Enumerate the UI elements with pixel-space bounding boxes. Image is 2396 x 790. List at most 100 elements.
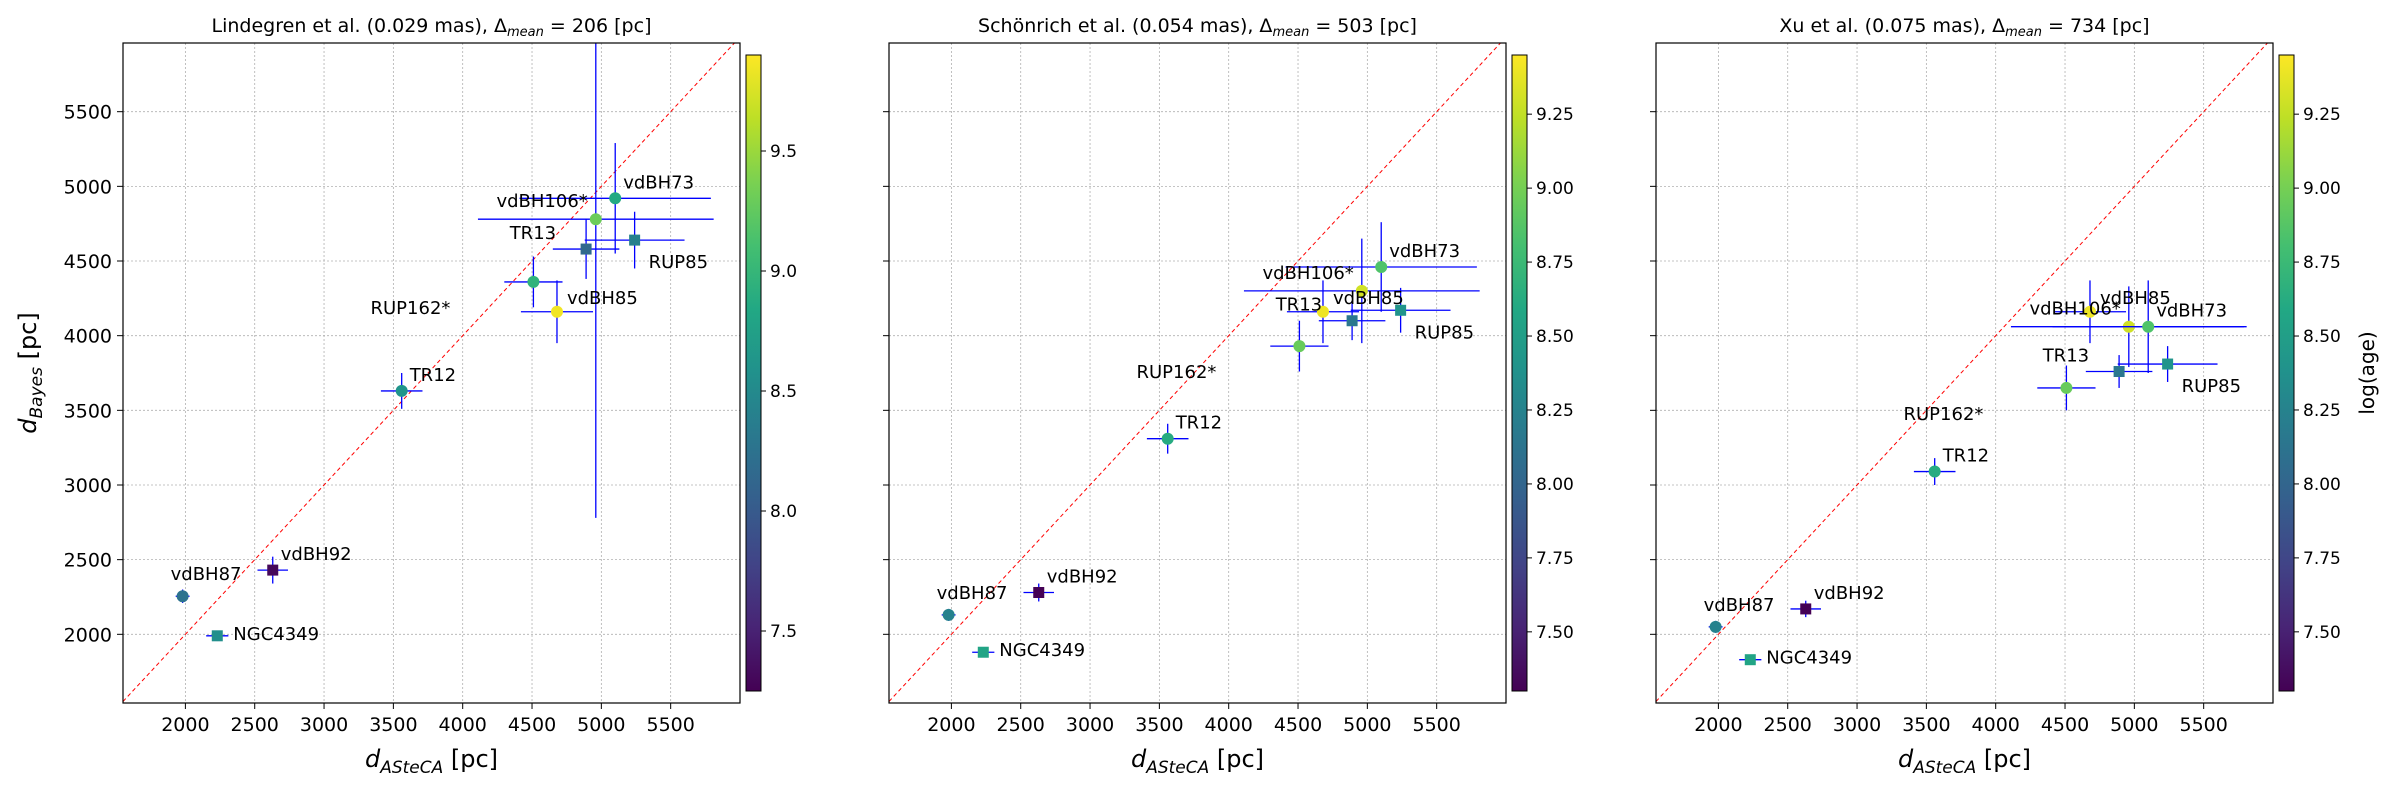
colorbar-tick-label: 9.5 xyxy=(770,142,797,162)
grid xyxy=(123,43,740,703)
colorbar-tick-label: 7.75 xyxy=(1536,549,1574,569)
marker-square xyxy=(580,243,592,255)
marker-circle xyxy=(395,384,408,397)
x-tick-label: 4500 xyxy=(1274,714,1322,736)
x-axis-label-unit: [pc] xyxy=(443,745,498,773)
point-vdBH92 xyxy=(257,556,288,584)
x-axis-label-subscript: ASteCA xyxy=(1912,758,1976,778)
marker-circle xyxy=(527,275,540,288)
colorbar-tick-label: 8.00 xyxy=(2303,475,2341,495)
colorbar-gradient xyxy=(2278,54,2295,692)
title-main: Xu et al. (0.075 mas), Δ xyxy=(1779,15,2005,37)
data-points xyxy=(941,222,1480,658)
x-ticks: 2000 2500 3000 3500 4000 4500 5000 5500 xyxy=(161,703,695,736)
x-tick-label: 3000 xyxy=(300,714,348,736)
marker-circle xyxy=(1355,284,1368,297)
x-axis-label-main: d xyxy=(1898,745,1914,773)
colorbar: 7.50 7.75 8.00 8.25 8.50 8.75 9.00 9.25 xyxy=(1511,54,1574,692)
point-RUP162* xyxy=(1270,320,1329,372)
y-axis-label-subscript: Bayes xyxy=(27,367,47,419)
y-tick-label: 5000 xyxy=(64,176,112,198)
x-tick-label: 5000 xyxy=(1343,714,1391,736)
point-label: TR12 xyxy=(1175,413,1222,434)
marker-square xyxy=(977,646,989,658)
point-TR12 xyxy=(1146,423,1189,454)
x-tick-label: 2500 xyxy=(231,714,279,736)
point-vdBH106* xyxy=(477,43,714,518)
marker-circle xyxy=(2060,381,2073,394)
point-TR13 xyxy=(2085,355,2153,388)
x-tick-label: 2500 xyxy=(997,714,1045,736)
marker-circle xyxy=(1375,260,1388,273)
y-tick-label: 4000 xyxy=(64,326,112,348)
point-label: TR13 xyxy=(509,223,556,244)
y-tick-label: 4500 xyxy=(64,251,112,273)
point-label: RUP162* xyxy=(1904,404,1984,425)
marker-circle xyxy=(550,305,563,318)
x-tick-label: 2000 xyxy=(927,714,975,736)
colorbar: 7.50 7.75 8.00 8.25 8.50 8.75 9.00 9.25 log(age) xyxy=(2278,54,2379,692)
axes-frame xyxy=(888,42,1507,704)
grid xyxy=(889,43,1506,703)
title-tail: = 503 [pc] xyxy=(1309,15,1417,37)
point-NGC4349 xyxy=(972,646,995,658)
point-label: vdBH87 xyxy=(937,583,1008,604)
point-label: vdBH106* xyxy=(496,191,587,212)
point-vdBH106* xyxy=(1243,238,1480,344)
point-label: vdBH85 xyxy=(567,288,638,309)
colorbar-tick-label: 9.25 xyxy=(2303,105,2341,125)
point-label: vdBH106* xyxy=(1262,263,1353,284)
x-tick-label: 4000 xyxy=(1205,714,1253,736)
colorbar-tick-label: 8.25 xyxy=(2303,401,2341,421)
colorbar-tick-label: 8.75 xyxy=(2303,253,2341,273)
point-label: RUP162* xyxy=(371,298,451,319)
marker-circle xyxy=(1316,305,1329,318)
point-vdBH73 xyxy=(1285,222,1477,312)
y-ticks xyxy=(883,111,889,635)
point-label: TR12 xyxy=(1942,446,1989,467)
colorbar-tick-label: 9.25 xyxy=(1536,105,1574,125)
title-subscript: mean xyxy=(1272,25,1309,40)
x-tick-label: 2500 xyxy=(1764,714,1812,736)
y-tick-label: 2500 xyxy=(64,550,112,572)
axes-frame xyxy=(122,42,741,704)
colorbar-gradient xyxy=(1511,54,1528,692)
point-vdBH85 xyxy=(2053,280,2127,344)
x-tick-label: 5000 xyxy=(2110,714,2158,736)
point-vdBH87 xyxy=(1708,620,1723,633)
title-subscript: mean xyxy=(2005,25,2042,40)
colorbar-tick-label: 7.75 xyxy=(2303,549,2341,569)
point-vdBH73 xyxy=(2052,280,2244,373)
grid xyxy=(1656,43,2273,703)
marker-square xyxy=(1800,603,1812,615)
point-TR12 xyxy=(380,373,423,409)
colorbar-tick-label: 9.0 xyxy=(770,262,797,282)
y-tick-label: 3000 xyxy=(64,475,112,497)
title-tail: = 734 [pc] xyxy=(2042,15,2150,37)
panel-title: Xu et al. (0.075 mas), Δmean = 734 [pc] xyxy=(1779,15,2149,40)
marker-circle xyxy=(1293,340,1306,353)
point-label: vdBH87 xyxy=(171,564,242,585)
identity-line xyxy=(889,43,1501,702)
marker-circle xyxy=(176,590,189,603)
colorbar-tick-label: 8.00 xyxy=(1536,475,1574,495)
colorbar-tick-label: 8.25 xyxy=(1536,401,1574,421)
title-subscript: mean xyxy=(507,25,544,40)
colorbar-tick-label: 8.75 xyxy=(1536,253,1574,273)
colorbar-label: log(age) xyxy=(2355,331,2379,414)
marker-circle xyxy=(1709,620,1722,633)
marker-circle xyxy=(609,192,622,205)
point-RUP85 xyxy=(2117,346,2218,382)
title-main: Lindegren et al. (0.029 mas), Δ xyxy=(212,15,507,37)
y-tick-label: 3500 xyxy=(64,400,112,422)
y-tick-label: 5500 xyxy=(64,102,112,124)
marker-square xyxy=(629,234,641,246)
x-tick-label: 4000 xyxy=(439,714,487,736)
colorbar-tick-label: 8.5 xyxy=(770,382,797,402)
point-vdBH85 xyxy=(520,280,594,344)
panel-2: vdBH87 vdBH92 NGC4349 TR12 RUP162* vdBH85 TR13… xyxy=(883,15,1574,778)
point-label: TR13 xyxy=(1275,295,1322,316)
colorbar-tick-label: 9.00 xyxy=(1536,179,1574,199)
point-label: NGC4349 xyxy=(999,640,1085,661)
x-tick-label: 5500 xyxy=(2179,714,2227,736)
